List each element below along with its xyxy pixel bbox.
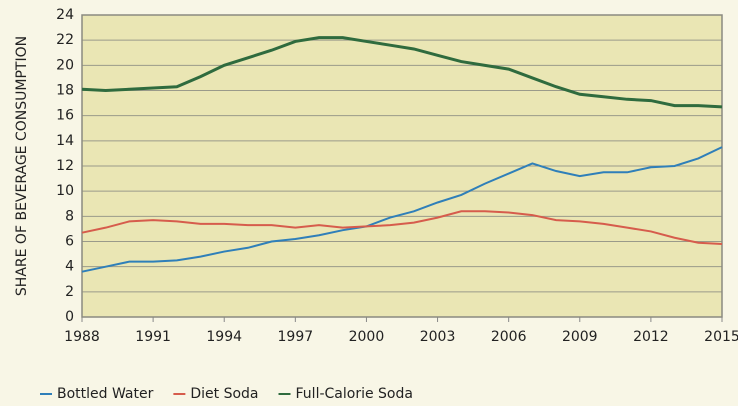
x-tick-label: 1988: [64, 329, 100, 345]
y-tick-label: 16: [56, 108, 74, 124]
x-tick-label: 2012: [633, 329, 669, 345]
y-tick-label: 10: [56, 183, 74, 199]
x-tick-label: 1991: [135, 329, 171, 345]
y-tick-label: 2: [65, 284, 74, 300]
x-tick-label: 1997: [278, 329, 314, 345]
y-tick-label: 8: [65, 208, 74, 224]
data-line: [81, 146, 723, 273]
y-tick-label: 12: [56, 158, 74, 174]
y-tick-label: 20: [56, 57, 74, 73]
x-tick-label: 2003: [420, 329, 456, 345]
y-tick-label: 4: [65, 259, 74, 275]
y-tick-label: 24: [56, 7, 74, 23]
legend-label: Bottled Water: [57, 386, 154, 402]
x-tick-label: 2006: [491, 329, 527, 345]
x-tick-label: 2009: [562, 329, 598, 345]
y-tick-label: 22: [56, 32, 74, 48]
x-tick-label: 1994: [206, 329, 242, 345]
plot-frame: [81, 14, 723, 318]
y-tick-label: 0: [65, 309, 74, 325]
y-axis-label: SHARE OF BEVERAGE CONSUMPTION: [14, 36, 30, 296]
y-tick-label: 18: [56, 83, 74, 99]
x-tick-label: 2015: [704, 329, 738, 345]
data-line: [81, 210, 723, 246]
legend-label: Diet Soda: [190, 386, 258, 402]
x-tick-label: 2000: [349, 329, 385, 345]
y-tick-label: 14: [56, 133, 74, 149]
data-line: [81, 36, 723, 109]
legend-label: Full-Calorie Soda: [296, 386, 413, 402]
y-tick-label: 6: [65, 234, 74, 250]
